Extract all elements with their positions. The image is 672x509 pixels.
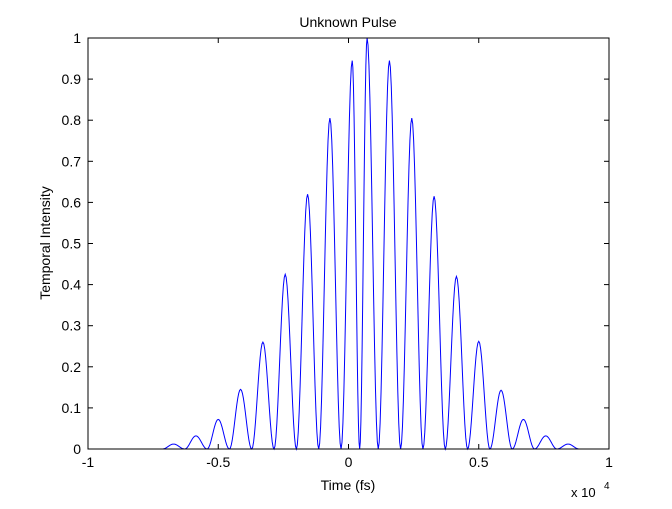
y-tick-label: 1 bbox=[73, 30, 81, 46]
plot-background bbox=[88, 38, 609, 449]
y-tick-label: 0 bbox=[73, 441, 81, 457]
y-tick-label: 0.1 bbox=[62, 400, 82, 416]
y-tick-label: 0.4 bbox=[62, 277, 82, 293]
x-multiplier-exponent: 4 bbox=[604, 481, 610, 492]
chart-title: Unknown Pulse bbox=[299, 14, 396, 30]
y-tick-label: 0.8 bbox=[62, 112, 82, 128]
x-tick-label: 1 bbox=[605, 454, 613, 470]
y-tick-label: 0.7 bbox=[62, 153, 82, 169]
x-multiplier-label: x 10 bbox=[571, 485, 596, 500]
x-axis-label: Time (fs) bbox=[321, 477, 376, 493]
x-tick-label: -1 bbox=[82, 454, 95, 470]
y-tick-label: 0.5 bbox=[62, 236, 82, 252]
x-tick-label: 0.5 bbox=[469, 454, 489, 470]
y-tick-label: 0.9 bbox=[62, 71, 82, 87]
x-tick-label: -0.5 bbox=[206, 454, 230, 470]
x-tick-label: 0 bbox=[345, 454, 353, 470]
axis-ticks: -1 -0.5 0 0.5 1 0 0.1 0.2 0.3 0.4 0.5 0.6 0.7 0.8 0.9 1 bbox=[62, 30, 614, 470]
y-axis-label: Temporal Intensity bbox=[37, 186, 53, 300]
plot-frame bbox=[87, 37, 610, 450]
y-tick-label: 0.3 bbox=[62, 318, 82, 334]
y-tick-label: 0.6 bbox=[62, 194, 82, 210]
y-tick-label: 0.2 bbox=[62, 359, 82, 375]
